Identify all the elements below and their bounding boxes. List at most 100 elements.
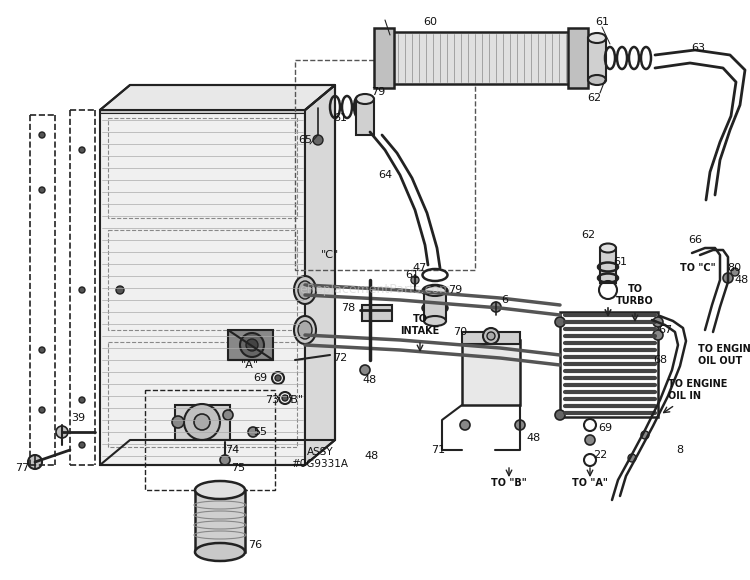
Text: 8: 8 [676, 445, 683, 455]
Text: 62: 62 [581, 230, 595, 240]
Ellipse shape [424, 286, 446, 296]
Text: 48: 48 [526, 433, 542, 443]
Text: 68: 68 [653, 355, 667, 365]
Circle shape [411, 276, 419, 284]
Circle shape [79, 287, 85, 293]
Text: 69: 69 [253, 373, 267, 383]
Ellipse shape [424, 316, 446, 326]
Text: "A": "A" [241, 360, 259, 370]
Text: 78: 78 [340, 303, 356, 313]
Circle shape [487, 332, 495, 340]
Circle shape [460, 420, 470, 430]
Text: 73: 73 [265, 395, 279, 405]
Text: 61: 61 [595, 17, 609, 27]
Circle shape [515, 420, 525, 430]
Bar [295, 60, 475, 270]
Text: TO "B": TO "B" [491, 478, 526, 488]
Text: 48: 48 [735, 275, 749, 285]
Bar [568, 28, 588, 88]
Circle shape [39, 407, 45, 413]
Bar [108, 342, 297, 447]
Text: 64: 64 [378, 170, 392, 180]
Text: 70: 70 [453, 327, 467, 337]
Text: 61: 61 [333, 113, 347, 123]
Circle shape [555, 317, 565, 327]
Text: 22: 22 [592, 450, 608, 460]
Circle shape [79, 147, 85, 153]
Bar [600, 248, 616, 283]
Text: 47: 47 [413, 263, 428, 273]
Text: eReplacementParts.com: eReplacementParts.com [298, 284, 452, 296]
Text: TO "A": TO "A" [572, 478, 608, 488]
Bar [362, 305, 392, 321]
Ellipse shape [588, 33, 606, 43]
Polygon shape [100, 85, 335, 110]
Text: 75: 75 [231, 463, 245, 473]
Circle shape [248, 427, 258, 437]
Circle shape [723, 273, 733, 283]
Bar [195, 490, 245, 552]
Bar [108, 118, 297, 218]
Text: "C": "C" [321, 250, 339, 260]
Text: 61: 61 [405, 270, 419, 280]
Bar [145, 390, 275, 490]
Circle shape [79, 442, 85, 448]
Circle shape [653, 317, 663, 327]
Circle shape [194, 414, 210, 430]
Ellipse shape [298, 281, 312, 299]
Circle shape [223, 410, 233, 420]
Text: 79: 79 [370, 87, 386, 97]
Text: TO ENGINE
OIL IN: TO ENGINE OIL IN [668, 379, 728, 401]
Circle shape [28, 455, 42, 469]
Ellipse shape [195, 481, 245, 499]
Circle shape [240, 333, 264, 357]
Text: TO "C": TO "C" [680, 263, 716, 273]
Ellipse shape [294, 316, 316, 344]
Text: 77: 77 [15, 463, 29, 473]
Text: 66: 66 [688, 235, 702, 245]
Circle shape [628, 454, 636, 462]
Circle shape [39, 347, 45, 353]
Circle shape [116, 286, 124, 294]
Text: 60: 60 [423, 17, 437, 27]
Ellipse shape [298, 321, 312, 339]
Bar [100, 110, 305, 465]
Text: 67: 67 [658, 325, 672, 335]
Text: TO ENGINE
OIL OUT: TO ENGINE OIL OUT [698, 344, 750, 366]
Text: 48: 48 [364, 451, 379, 461]
Circle shape [172, 416, 184, 428]
Text: 76: 76 [248, 540, 262, 550]
Text: 55: 55 [253, 427, 267, 437]
Text: 48: 48 [363, 375, 377, 385]
Circle shape [39, 187, 45, 193]
Text: 72: 72 [333, 353, 347, 363]
Circle shape [56, 426, 68, 438]
Circle shape [653, 330, 663, 340]
Bar [560, 312, 658, 417]
Text: 62: 62 [587, 93, 601, 103]
Text: 74: 74 [225, 445, 239, 455]
Text: 63: 63 [691, 43, 705, 53]
Bar [390, 32, 570, 84]
Polygon shape [305, 85, 335, 465]
Text: 39: 39 [71, 413, 85, 423]
Text: TO
TURBO: TO TURBO [616, 284, 654, 306]
Circle shape [483, 328, 499, 344]
Ellipse shape [600, 244, 616, 252]
Bar [462, 332, 520, 344]
Bar [374, 28, 394, 88]
Circle shape [275, 375, 281, 381]
Ellipse shape [588, 75, 606, 85]
Text: 71: 71 [431, 445, 445, 455]
Text: ASSY
#0G9331A: ASSY #0G9331A [292, 447, 349, 469]
Text: 61: 61 [613, 257, 627, 267]
Text: 6: 6 [502, 295, 509, 305]
Ellipse shape [294, 276, 316, 304]
Text: TO
INTAKE: TO INTAKE [400, 314, 439, 336]
Text: 79: 79 [448, 285, 462, 295]
Text: "B": "B" [286, 395, 304, 405]
Circle shape [731, 268, 739, 276]
Text: 80: 80 [727, 263, 741, 273]
Text: 65: 65 [298, 135, 312, 145]
Ellipse shape [195, 543, 245, 561]
